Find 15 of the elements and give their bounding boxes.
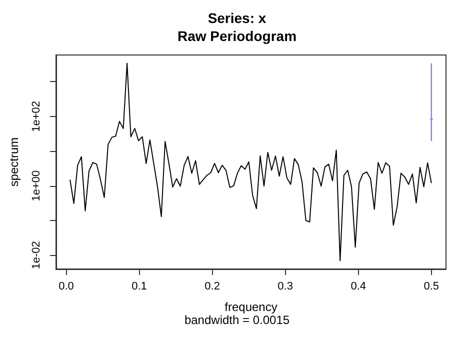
chart-title: Series: x [208, 10, 266, 26]
x-tick-label: 0.0 [58, 280, 74, 292]
x-tick-label: 0.5 [424, 280, 440, 292]
y-axis-title: spectrum [7, 137, 21, 187]
text: bandwidth = 0.0015 [184, 313, 290, 327]
x-tick-label: 0.2 [204, 280, 220, 292]
y-tick-label: 1e-02 [30, 241, 42, 270]
y-tick-label: 1e+02 [30, 100, 42, 132]
chart-subtitle: Raw Periodogram [177, 28, 297, 44]
line-series [70, 62, 432, 262]
y-tick-label: 1e+00 [30, 170, 42, 202]
x-tick-label: 0.3 [278, 280, 293, 292]
x-axis-title: frequency [224, 300, 278, 314]
x-tick-label: 0.1 [132, 280, 147, 292]
x-tick-label: 0.4 [350, 280, 366, 292]
